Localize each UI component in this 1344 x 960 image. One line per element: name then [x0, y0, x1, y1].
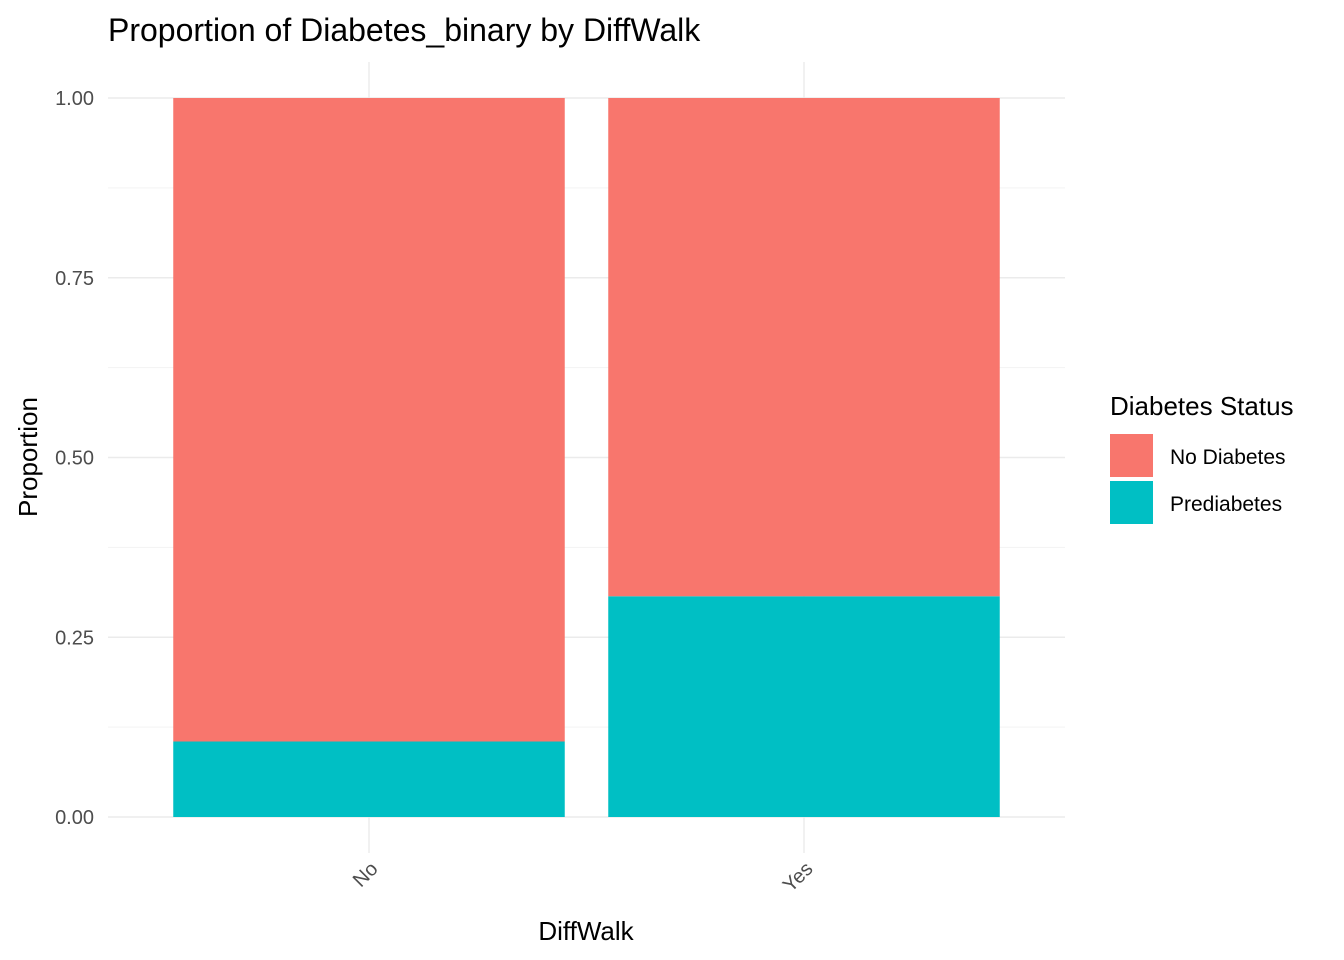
x-axis-ticks: No Yes	[349, 858, 818, 897]
legend-swatch-prediabetes	[1110, 481, 1153, 524]
legend: Diabetes Status No Diabetes Prediabetes	[1110, 391, 1294, 524]
y-tick-label: 1.00	[55, 88, 94, 110]
legend-label-no-diabetes: No Diabetes	[1170, 446, 1286, 469]
chart-title: Proportion of Diabetes_binary by DiffWal…	[108, 12, 701, 48]
bar-no-diabetes-no	[173, 98, 565, 742]
legend-items: No Diabetes Prediabetes	[1110, 434, 1286, 524]
x-tick-label: No	[349, 858, 383, 892]
y-axis-title: Proportion	[13, 397, 43, 517]
legend-label-prediabetes: Prediabetes	[1170, 493, 1282, 516]
bar-prediabetes-no	[173, 741, 565, 817]
x-tick-label: Yes	[779, 858, 818, 897]
bar-no-diabetes-yes	[608, 98, 1000, 597]
legend-title: Diabetes Status	[1110, 391, 1294, 421]
y-tick-label: 0.75	[55, 268, 94, 290]
y-axis-ticks: 0.00 0.25 0.50 0.75 1.00	[55, 88, 94, 829]
y-tick-label: 0.00	[55, 807, 94, 829]
bars-layer	[173, 98, 1000, 817]
legend-swatch-no-diabetes	[1110, 434, 1153, 477]
x-axis-title: DiffWalk	[538, 916, 634, 946]
y-tick-label: 0.25	[55, 627, 94, 649]
y-tick-label: 0.50	[55, 448, 94, 470]
bar-prediabetes-yes	[608, 596, 1000, 817]
